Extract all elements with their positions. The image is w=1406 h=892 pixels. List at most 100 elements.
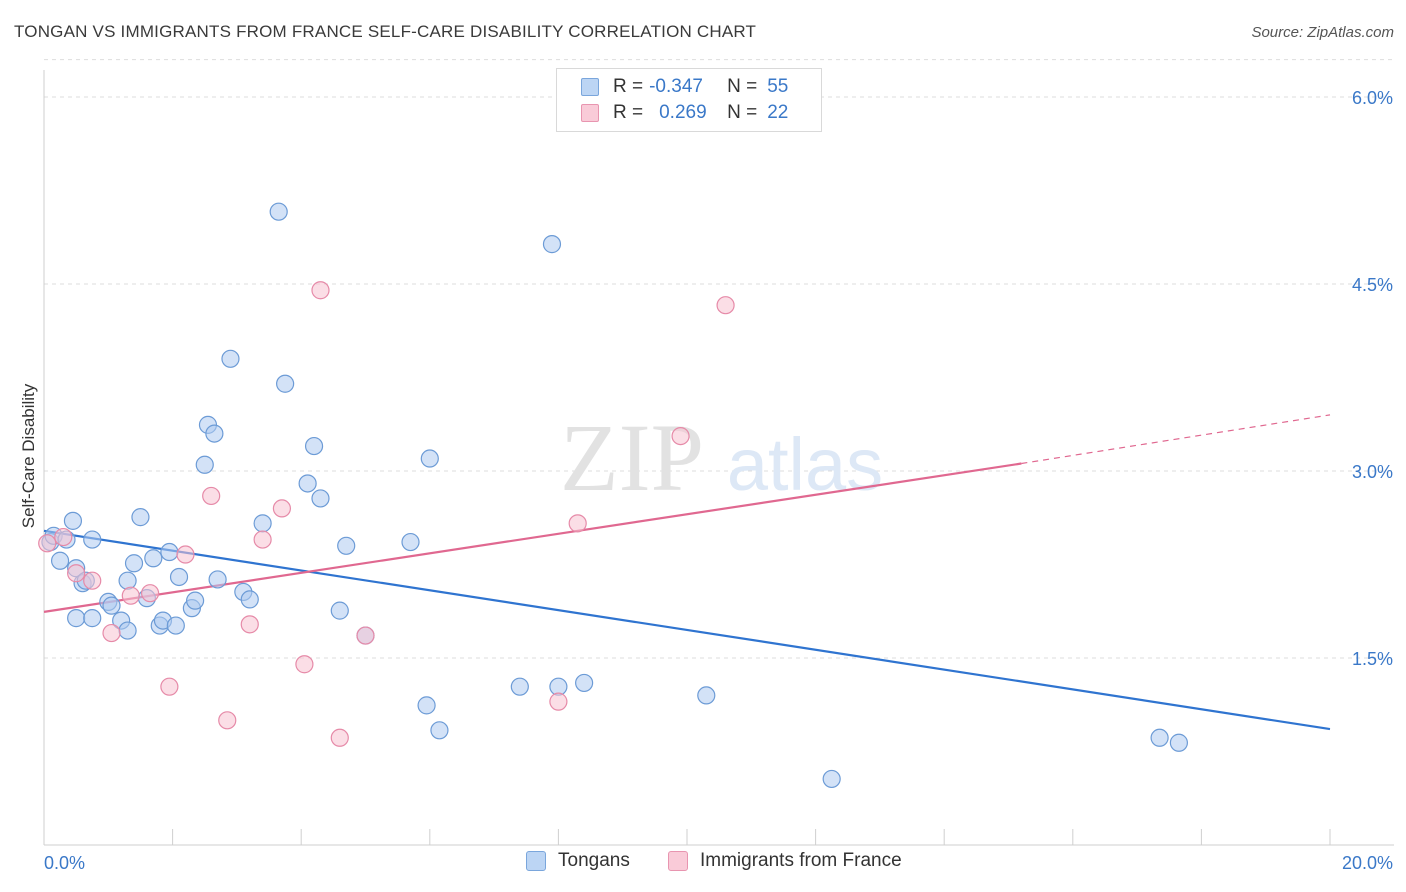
tongans-point: [195, 455, 214, 474]
tongans-point: [337, 536, 356, 555]
y-tick-label: 3.0%: [1352, 462, 1393, 482]
tongans-point: [118, 571, 137, 590]
tongans-point: [118, 621, 137, 640]
legend-n-value: 55: [767, 76, 789, 97]
y-tick-label: 1.5%: [1352, 649, 1393, 669]
axis-labels: 1.5% 3.0% 4.5% 6.0% 0.0% 20.0% Self-Care Disab…: [19, 88, 1393, 873]
tongans-swatch: [526, 851, 546, 871]
legend-r-value: 0.269: [659, 102, 707, 123]
tongans-point: [417, 696, 436, 715]
legend-n-label: N =: [727, 76, 758, 97]
france-point: [253, 530, 272, 549]
legend-label-france: Immigrants from France: [700, 850, 902, 871]
y-axis-title: Self-Care Disability: [19, 383, 38, 528]
legend-label-tongans: Tongans: [558, 850, 630, 871]
tongans-point: [697, 686, 716, 705]
tongans-point: [430, 721, 449, 740]
france-point: [140, 584, 160, 603]
france-point: [356, 626, 375, 645]
tongans-point: [205, 424, 224, 443]
tongans-point: [166, 616, 185, 635]
tongans-point: [67, 609, 86, 628]
tongans-point: [83, 530, 102, 549]
tongans-point: [298, 474, 317, 493]
tongans-point: [208, 570, 227, 589]
tongans-point: [822, 769, 841, 789]
france-point: [102, 623, 121, 643]
chart-title: TONGAN VS IMMIGRANTS FROM FRANCE SELF-CA…: [14, 22, 757, 41]
france-point: [240, 615, 259, 634]
tongans-point: [269, 202, 288, 221]
france-point: [671, 426, 690, 446]
tongans-point: [169, 567, 189, 587]
regression-lines: [43, 414, 1331, 731]
france-point: [160, 677, 179, 696]
tongans-swatch: [581, 78, 599, 96]
tongans-point: [311, 489, 330, 508]
legend-row-france: R = 0.269 N = 22: [581, 100, 788, 126]
france-point: [311, 281, 330, 300]
tongans-point: [131, 508, 150, 527]
france-swatch: [581, 104, 599, 122]
france-swatch: [668, 851, 688, 871]
tongans-point: [420, 449, 439, 468]
legend-n-label: N =: [727, 102, 758, 123]
legend-item-france: Immigrants from France: [668, 850, 902, 872]
tongans-point: [253, 514, 272, 533]
tongans-point: [240, 590, 259, 609]
grid-lines: [44, 59, 1394, 659]
france-point: [121, 586, 140, 605]
x-tick-label-min: 0.0%: [44, 853, 85, 873]
tongans-point: [510, 677, 529, 696]
legend-r-value: -0.347: [649, 76, 703, 97]
france-point: [83, 571, 102, 590]
tongans-point: [83, 609, 102, 628]
tongans-point: [160, 542, 179, 562]
france-point: [549, 692, 568, 711]
france-trendline-extension: [1021, 414, 1331, 465]
tongans-point: [304, 436, 324, 456]
tongans-point: [542, 235, 562, 254]
tongans-point: [144, 549, 163, 568]
france-point: [330, 728, 349, 747]
tongans-point: [124, 554, 144, 573]
tongans-point: [186, 591, 205, 610]
tongans-point: [575, 673, 594, 693]
france-point: [54, 527, 73, 547]
legend-item-tongans: Tongans: [526, 850, 630, 872]
y-tick-label: 4.5%: [1352, 275, 1393, 295]
tongans-point: [63, 511, 83, 530]
tongans-point: [1150, 728, 1169, 747]
france-point: [67, 564, 86, 583]
tongans-point: [221, 349, 240, 368]
correlation-legend: R = -0.347 N = 55 R = 0.269 N = 22: [556, 68, 822, 132]
france-point: [272, 499, 292, 518]
tongans-point: [330, 601, 349, 620]
tongans-point: [1169, 733, 1188, 752]
france-point: [568, 514, 587, 533]
watermark-atlas: atlas: [727, 423, 883, 506]
france-point: [176, 545, 195, 564]
tongans-trendline: [43, 529, 1331, 731]
watermark-zip: ZIP: [560, 404, 704, 511]
zipatlas-watermark: ZIP atlas: [560, 404, 883, 511]
france-trendline: [43, 462, 1022, 613]
tongans-point: [50, 551, 70, 570]
tongans-point: [401, 532, 420, 552]
data-points: [38, 202, 1188, 789]
france-point: [716, 296, 735, 315]
tongans-point: [102, 596, 121, 615]
y-tick-label: 6.0%: [1352, 88, 1393, 108]
axes: [43, 70, 1394, 846]
legend-n-value: 22: [767, 102, 789, 123]
france-point: [202, 486, 221, 506]
legend-row-tongans: R = -0.347 N = 55: [581, 74, 788, 100]
legend-r-label: R =: [613, 102, 644, 123]
source-credit: Source: ZipAtlas.com: [1251, 24, 1394, 41]
france-point: [295, 655, 314, 674]
x-tick-label-max: 20.0%: [1342, 853, 1393, 873]
france-point: [218, 711, 237, 730]
france-point: [38, 534, 57, 553]
legend-r-label: R =: [613, 76, 644, 97]
